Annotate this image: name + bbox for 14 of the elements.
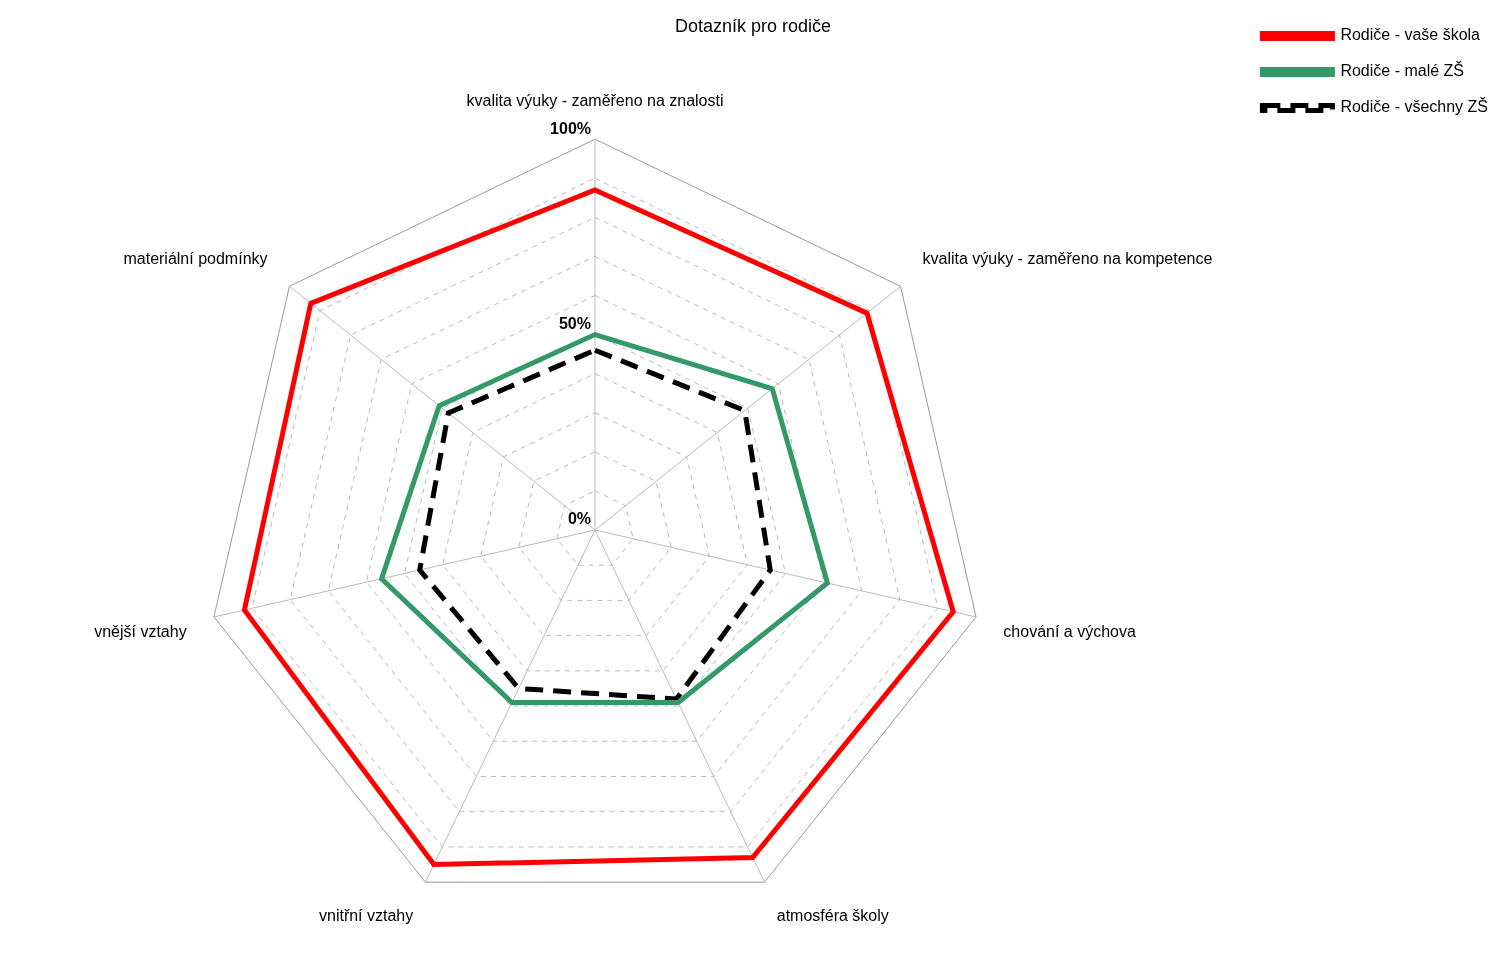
spoke-label: kvalita výuky - zaměřeno na znalosti [466,91,724,109]
spoke-label: atmosféra školy [776,907,889,925]
chart-title: Dotazník pro rodiče [674,15,832,36]
y-tick-label: 0% [567,510,591,528]
spoke-label: materiální podmínky [123,249,268,267]
legend-label: Rodiče - všechny ZŠ [1340,97,1488,116]
spoke-label: vnitřní vztahy [319,907,414,925]
legend-label: Rodiče - vaše škola [1340,26,1481,44]
spoke-label: kvalita výuky - zaměřeno na kompetence [922,249,1213,267]
spoke-label: vnější vztahy [94,623,187,641]
spoke-label: chování a výchova [1003,623,1136,641]
y-tick-label: 100% [550,119,591,137]
y-tick-label: 50% [558,314,591,332]
legend-label: Rodiče - malé ZŠ [1340,61,1464,80]
